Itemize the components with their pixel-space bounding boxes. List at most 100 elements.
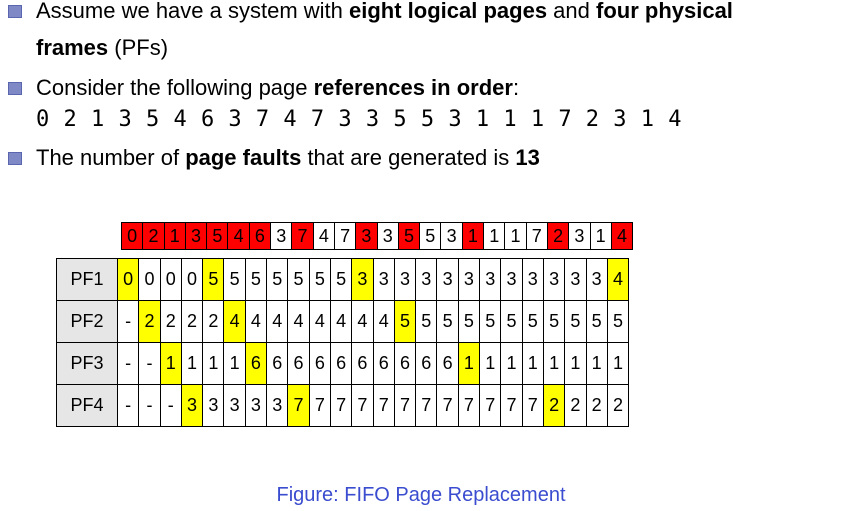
bold-span: 13 (515, 145, 540, 170)
reference-cell: 3 (568, 222, 591, 250)
frame-cell: 3 (223, 384, 246, 427)
frame-cell: 4 (223, 300, 246, 343)
reference-cell: 1 (483, 222, 506, 250)
frame-cell: 7 (308, 384, 331, 427)
frame-cell: 1 (159, 342, 182, 385)
bold-span: page faults (185, 145, 302, 170)
reference-cell: 2 (142, 222, 165, 250)
frame-row-pf2: PF2-2 2 2 2 4 4 4 4 4 4 4 4 5 5 5 5 5 5 5 5 5 5 5 (56, 300, 630, 343)
frame-cell: 5 (479, 300, 502, 343)
frame-cell: 2 (202, 300, 225, 343)
frame-cell: 3 (479, 258, 502, 301)
reference-cell: 1 (163, 222, 186, 250)
bullet-text-1: Assume we have a system with eight logic… (36, 0, 733, 23)
bold-span: four physical (596, 0, 733, 23)
frame-cell: 3 (372, 258, 395, 301)
frame-cell: 7 (500, 384, 523, 427)
frame-cell: - (116, 342, 140, 385)
reference-cell: 0 (120, 222, 144, 250)
frame-cell: 3 (415, 258, 438, 301)
frame-cell: 5 (308, 258, 331, 301)
frame-cell: 5 (542, 300, 566, 343)
frame-cell: 3 (351, 258, 374, 301)
frame-cell: 6 (308, 342, 331, 385)
frame-cell: 5 (585, 300, 608, 343)
frame-cell: 7 (521, 384, 544, 427)
frame-cell: 5 (521, 300, 544, 343)
frame-cell: 6 (287, 342, 310, 385)
frame-row-pf3: PF3- -1 1 1 1 6 6 6 6 6 6 6 6 6 6 1 1 1 1 1 1 1 1 (56, 342, 630, 385)
frame-cell: 2 (138, 300, 161, 343)
frame-cell: 3 (393, 258, 417, 301)
frame-cell: 4 (244, 300, 268, 343)
frame-cell: 4 (606, 258, 630, 301)
frame-cell: 6 (415, 342, 438, 385)
bullet-icon (8, 5, 22, 18)
frame-cell: 3 (542, 258, 566, 301)
text-span: that are generated is (301, 145, 516, 170)
reference-cell: 3 (184, 222, 208, 250)
frame-cell: 3 (564, 258, 587, 301)
frame-cell: 5 (287, 258, 310, 301)
frame-cell: - (159, 384, 182, 427)
frame-cell: 0 (159, 258, 182, 301)
frame-cell: 1 (202, 342, 225, 385)
frame-label: PF3 (56, 342, 118, 385)
text-span: The number of (36, 145, 186, 170)
reference-cell: 3 (376, 222, 399, 250)
bullet-icon (8, 152, 22, 165)
frame-cell: 7 (436, 384, 459, 427)
frame-cell: 5 (500, 300, 523, 343)
frame-cell: 1 (521, 342, 544, 385)
frame-cell: 3 (436, 258, 459, 301)
frame-cell: - (116, 300, 140, 343)
frame-cell: 1 (457, 342, 481, 385)
reference-cell: 5 (419, 222, 442, 250)
reference-cell: 2 (546, 222, 570, 250)
reference-cell: 5 (397, 222, 421, 250)
frame-cell: 5 (564, 300, 587, 343)
frame-label: PF2 (56, 300, 118, 343)
frame-label: PF1 (56, 258, 118, 301)
reference-cell: 7 (525, 222, 548, 250)
frame-cell: 6 (436, 342, 459, 385)
frame-cell: 2 (564, 384, 587, 427)
frames-table: PF1 0 0 0 0 5 5 5 5 5 5 5 3 3 3 3 3 3 3 3 3 3 3 3 4 PF2-2 2 2 2 4 4 4 4 4… (56, 258, 630, 427)
frame-cell: 6 (351, 342, 374, 385)
frame-cell: 5 (393, 300, 417, 343)
frame-cell: 2 (542, 384, 566, 427)
reference-cell: 1 (461, 222, 485, 250)
frame-cell: 6 (244, 342, 268, 385)
bold-span: references in order (313, 75, 513, 100)
frame-cell: 1 (585, 342, 608, 385)
frame-cell: 0 (180, 258, 204, 301)
text-span: and (547, 0, 596, 23)
frame-cell: - (138, 342, 161, 385)
reference-cell: 5 (206, 222, 229, 250)
frame-cell: 3 (457, 258, 481, 301)
frame-cell: - (138, 384, 161, 427)
frame-cell: 4 (266, 300, 289, 343)
frame-cell: 5 (329, 258, 353, 301)
frame-label: PF4 (56, 384, 118, 427)
frame-cell: 3 (266, 384, 289, 427)
reference-cell: 1 (589, 222, 612, 250)
frame-cell: 4 (287, 300, 310, 343)
reference-cell: 1 (504, 222, 527, 250)
reference-cell: 3 (440, 222, 463, 250)
reference-cell: 4 (312, 222, 335, 250)
frame-row-pf4: PF4- - -3 3 3 3 3 7 7 7 7 7 7 7 7 7 7 7 7 2 2 2 2 (56, 384, 630, 427)
frame-cell: 5 (415, 300, 438, 343)
frame-cell: 3 (244, 384, 268, 427)
text-span: (PFs) (108, 35, 169, 60)
frame-cell: 3 (500, 258, 523, 301)
frame-cell: 1 (180, 342, 204, 385)
frame-cell: 7 (393, 384, 417, 427)
frame-cell: 0 (138, 258, 161, 301)
reference-cell: 3 (270, 222, 293, 250)
frame-cell: 3 (585, 258, 608, 301)
reference-cell: 4 (610, 222, 634, 250)
frame-cell: 4 (308, 300, 331, 343)
